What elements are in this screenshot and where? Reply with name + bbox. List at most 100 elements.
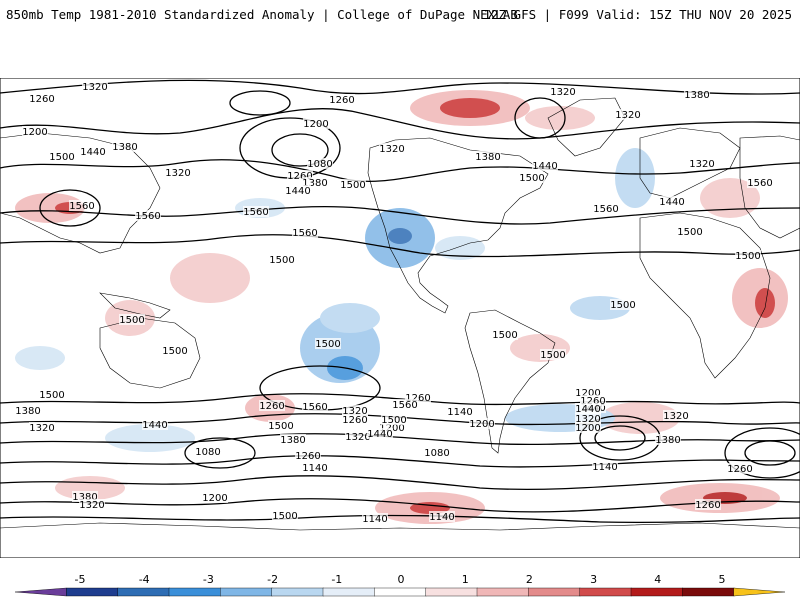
contour-label-bg (580, 395, 606, 406)
colorbar-swatch (168, 587, 222, 597)
contour-label-bg (735, 250, 761, 261)
contour-label-bg (379, 422, 405, 433)
contour-label: 1200 (22, 127, 47, 138)
contour-label: 1320 (165, 168, 190, 179)
contour-label-bg (342, 405, 368, 416)
contour-label-bg (575, 422, 601, 433)
contour-label: 1080 (195, 447, 220, 458)
contour-label: 1140 (592, 462, 617, 473)
contour-label: 1500 (677, 227, 702, 238)
contour-label: 1320 (79, 500, 104, 511)
contour-label-bg (295, 450, 321, 461)
contour-label: 1560 (292, 228, 317, 239)
colorbar-canvas: -5 -4 -3 -2 -1 0 1 2 3 4 5 (14, 573, 786, 597)
contour-label: 1500 (340, 180, 365, 191)
contour-label: 1500 (735, 251, 760, 262)
contour-label: 1440 (285, 186, 310, 197)
contour-label-bg (243, 206, 269, 217)
contour-label: 1500 (269, 255, 294, 266)
contour-label: 1500 (272, 511, 297, 522)
contour-label-bg (747, 177, 773, 188)
contour-label-bg (379, 143, 405, 154)
contour-label: 1500 (268, 421, 293, 432)
colorbar-swatch (476, 587, 530, 597)
colorbar-swatch (117, 587, 170, 597)
contour-label: 1560 (135, 211, 160, 222)
anomaly-map: 1320 1260 1200 1500 1440 1380 1320 1560 1560 1260… (0, 78, 800, 558)
colorbar-swatch (733, 587, 786, 597)
contour-label-bg (340, 179, 366, 190)
contour-label-bg (142, 419, 168, 430)
contour-label: 1260 (287, 171, 312, 182)
contour-label-bg (15, 405, 41, 416)
colorbar-swatch (528, 587, 581, 597)
contour-label-bg (285, 185, 311, 196)
contour-label-bg (362, 513, 388, 524)
contour-label-bg (540, 349, 566, 360)
contour-label-bg (429, 511, 455, 522)
contour-label: 1380 (15, 406, 40, 417)
contour-label-bg (575, 403, 601, 414)
contour-label: 1500 (519, 173, 544, 184)
colorbar-tick-label: 0 (398, 573, 405, 586)
contour-label-bg (195, 446, 221, 457)
contour-label: 1320 (345, 432, 370, 443)
colorbar-tick-label: -3 (203, 573, 214, 586)
contour-label: 1320 (689, 159, 714, 170)
colorbar-tick-label: -4 (139, 573, 150, 586)
contour-label-bg (39, 389, 65, 400)
colorbar-swatch (579, 587, 632, 597)
contour-label-bg (367, 428, 393, 439)
contour-label-bg (272, 510, 298, 521)
contour-label-bg (29, 422, 55, 433)
colorbar-tick-label: 5 (719, 573, 726, 586)
contour-label-bg (292, 227, 318, 238)
contour-label-bg (593, 203, 619, 214)
contour-label: 1500 (315, 339, 340, 350)
contour-label-bg (259, 400, 285, 411)
contour-label: 1500 (381, 415, 406, 426)
colorbar-swatch (66, 587, 119, 597)
contour-label-bg (610, 299, 636, 310)
contour-label-bg (302, 401, 328, 412)
contour-label: 1440 (367, 429, 392, 440)
colorbar-swatch (630, 587, 684, 597)
contour-label: 1320 (82, 82, 107, 93)
contour-label-bg (79, 499, 105, 510)
contour-label: 1560 (593, 204, 618, 215)
contour-label-bg (162, 345, 188, 356)
header: 850mb Temp 1981-2010 Standardized Anomal… (0, 0, 800, 30)
contour-label: 1380 (280, 435, 305, 446)
contour-label: 1320 (615, 110, 640, 121)
contour-label: 1320 (29, 423, 54, 434)
contour-label-bg (342, 414, 368, 425)
contour-label-bg (69, 200, 95, 211)
contour-label: 1380 (72, 492, 97, 503)
contour-label-bg (550, 86, 576, 97)
contour-label-bg (202, 492, 228, 503)
contour-label-bg (112, 141, 138, 152)
contour-label: 1260 (342, 415, 367, 426)
contour-label: 1140 (362, 514, 387, 525)
contour-label-bg (22, 126, 48, 137)
colorbar-tick-label: -5 (75, 573, 86, 586)
contour-label-bg (519, 172, 545, 183)
contour-label-bg (727, 463, 753, 474)
contour-label-bg (695, 499, 721, 510)
contour-label-bg (72, 491, 98, 502)
contour-label-bg (119, 314, 145, 325)
contour-label: 1140 (429, 512, 454, 523)
contour-label-bg (280, 434, 306, 445)
contour-label: 1380 (684, 90, 709, 101)
contour-label: 1560 (302, 402, 327, 413)
contour-label: 1560 (747, 178, 772, 189)
colorbar: -5 -4 -3 -2 -1 0 1 2 3 4 5 (0, 572, 800, 600)
contour-label: 1200 (202, 493, 227, 504)
colorbar-swatch (14, 587, 67, 597)
contour-label-bg (575, 413, 601, 424)
contour-label: 1440 (80, 147, 105, 158)
colorbar-swatch (682, 587, 735, 597)
contour-label-bg (80, 146, 106, 157)
